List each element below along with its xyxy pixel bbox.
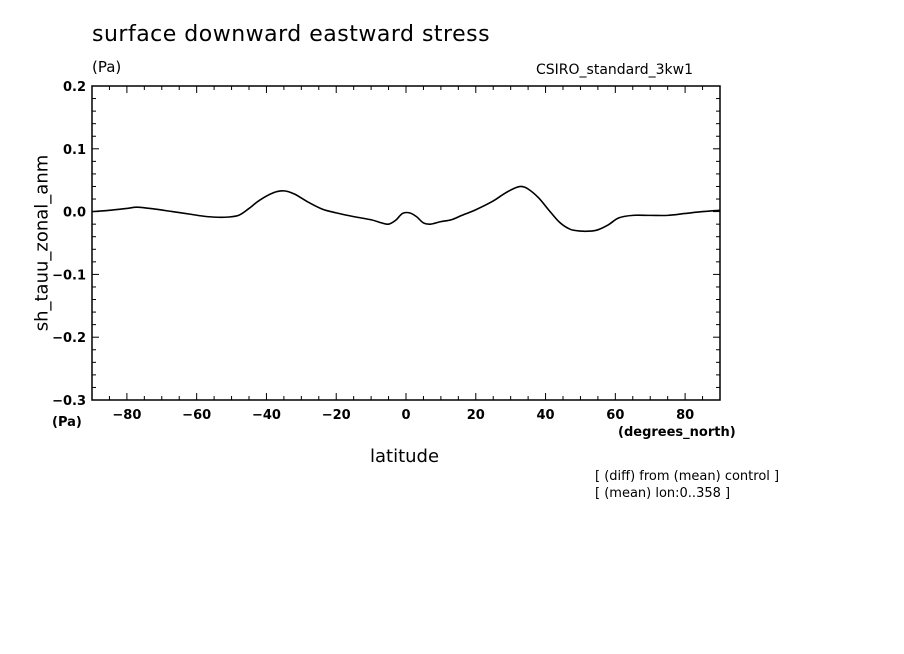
x-tick-label: 20: [467, 408, 485, 423]
x-tick-label: 80: [676, 408, 694, 423]
x-units-label: (degrees_north): [618, 425, 736, 440]
x-tick-label: −20: [322, 408, 351, 423]
x-tick-label: −60: [182, 408, 211, 423]
x-tick-label: −80: [112, 408, 141, 423]
tick-labels: −80 −60 −40 −20 0 20 40 60 80 −0.3 −0.2 −0.1 0.0 0.1 0…: [52, 80, 694, 423]
x-tick-label: 60: [606, 408, 624, 423]
chart-title: surface downward eastward stress: [92, 22, 491, 47]
x-axis-label: latitude: [370, 446, 440, 467]
y-units-label: (Pa): [52, 415, 82, 430]
units-label-top: (Pa): [92, 58, 122, 76]
plot-frame: [91, 85, 721, 401]
x-tick-label: 40: [537, 408, 555, 423]
model-name: CSIRO_standard_3kw1: [536, 62, 694, 78]
x-tick-label: −40: [252, 408, 281, 423]
x-tick-label: 0: [401, 408, 410, 423]
y-tick-label: 0.1: [63, 143, 86, 158]
y-tick-label: −0.2: [52, 331, 86, 346]
series-lines: [91, 185, 721, 233]
axis-ticks: [91, 85, 721, 401]
note-mean: [ (mean) lon:0..358 ]: [595, 486, 731, 501]
series-line: [91, 185, 721, 233]
y-tick-label: 0.2: [63, 80, 86, 95]
y-tick-label: 0.0: [63, 206, 86, 221]
y-tick-label: −0.3: [52, 394, 86, 409]
y-tick-label: −0.1: [52, 268, 86, 283]
note-diff: [ (diff) from (mean) control ]: [595, 469, 780, 484]
